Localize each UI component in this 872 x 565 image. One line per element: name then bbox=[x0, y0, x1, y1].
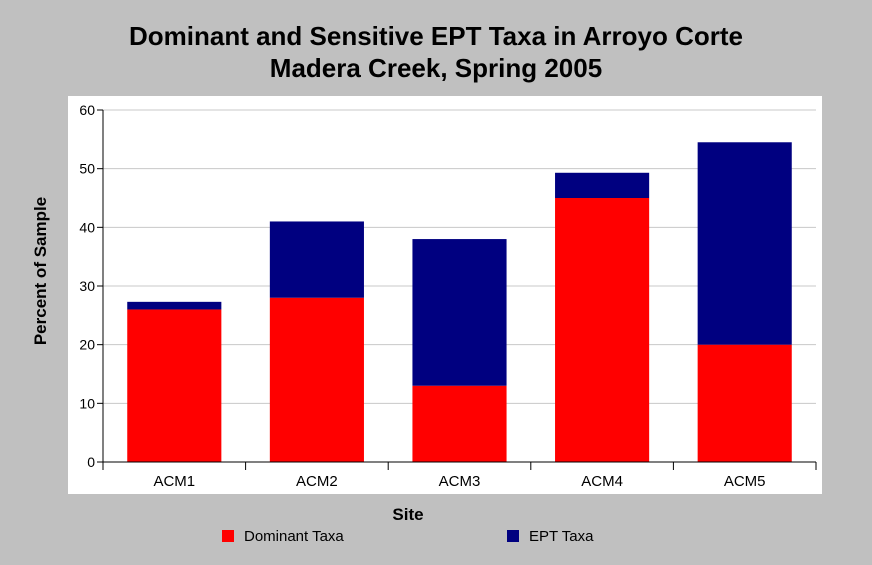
legend-swatch-dominant bbox=[222, 530, 234, 542]
axes: 0 10 20 30 40 50 60 ACM1 ACM2 ACM3 ACM4 ACM5 bbox=[79, 102, 817, 490]
bar-acm4-series-1 bbox=[555, 172, 650, 198]
legend-item-dominant: Dominant Taxa bbox=[222, 526, 344, 546]
bar-acm5-series-1 bbox=[697, 142, 792, 345]
bar-acm1-series-1 bbox=[127, 301, 222, 310]
bar-acm4-series-0 bbox=[555, 198, 650, 462]
bars bbox=[127, 142, 792, 462]
chart-title-line-1: Dominant and Sensitive EPT Taxa in Arroy… bbox=[128, 21, 743, 51]
bar-acm1-series-0 bbox=[127, 309, 222, 462]
bar-acm3-series-0 bbox=[412, 385, 507, 462]
chart-title-line-2: Madera Creek, Spring 2005 bbox=[269, 53, 603, 83]
y-tick-label-40: 40 bbox=[79, 219, 95, 235]
bar-acm5-series-0 bbox=[697, 344, 792, 462]
x-axis-label: Site bbox=[392, 505, 423, 524]
x-tick-label-acm1: ACM1 bbox=[153, 473, 195, 490]
y-tick-label-60: 60 bbox=[79, 102, 95, 118]
y-tick-label-30: 30 bbox=[79, 278, 95, 294]
bar-acm3-series-1 bbox=[412, 239, 507, 386]
chart-title: Dominant and Sensitive EPT Taxa in Arroy… bbox=[0, 20, 872, 84]
legend-swatch-ept bbox=[507, 530, 519, 542]
x-tick-label-acm2: ACM2 bbox=[296, 473, 338, 490]
bar-acm2-series-0 bbox=[269, 297, 364, 462]
legend-item-ept: EPT Taxa bbox=[507, 526, 593, 546]
y-axis-label: Percent of Sample bbox=[31, 197, 50, 345]
x-tick-label-acm4: ACM4 bbox=[581, 473, 623, 490]
y-tick-label-0: 0 bbox=[87, 454, 95, 470]
y-tick-label-10: 10 bbox=[79, 395, 95, 411]
x-tick-label-acm3: ACM3 bbox=[439, 473, 481, 490]
y-tick-label-50: 50 bbox=[79, 161, 95, 177]
y-tick-label-20: 20 bbox=[79, 337, 95, 353]
legend-label-ept: EPT Taxa bbox=[529, 527, 594, 545]
x-tick-label-acm5: ACM5 bbox=[724, 473, 766, 490]
gridlines bbox=[103, 109, 816, 404]
legend-label-dominant: Dominant Taxa bbox=[244, 527, 344, 545]
bar-acm2-series-1 bbox=[269, 221, 364, 298]
